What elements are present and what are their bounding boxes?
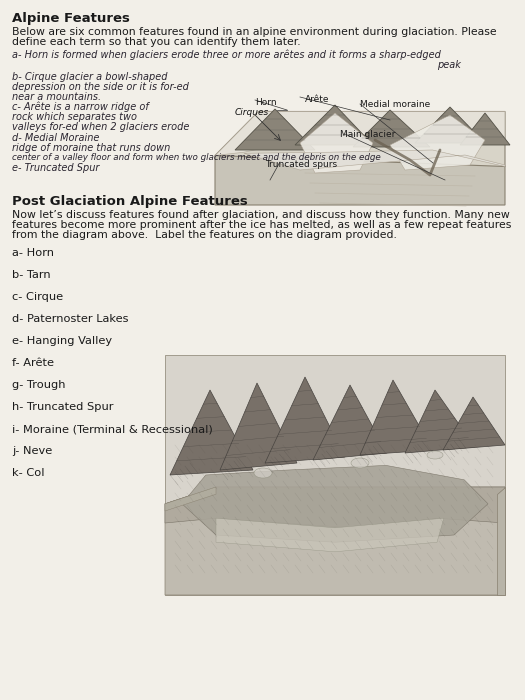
Text: Medial moraine: Medial moraine <box>360 100 430 109</box>
Polygon shape <box>405 390 475 453</box>
Polygon shape <box>415 107 485 143</box>
Text: peak: peak <box>437 60 461 70</box>
Polygon shape <box>353 110 430 147</box>
Text: a- Horn is formed when glaciers erode three or more arêtes and it forms a sharp-: a- Horn is formed when glaciers erode th… <box>12 50 441 60</box>
Polygon shape <box>265 377 345 463</box>
Text: c- Cirque: c- Cirque <box>12 292 63 302</box>
Ellipse shape <box>427 451 443 459</box>
Text: rock which separates two: rock which separates two <box>12 112 137 122</box>
Text: Post Glaciation Alpine Features: Post Glaciation Alpine Features <box>12 195 248 208</box>
Text: center of a valley floor and form when two glaciers meet and the debris on the e: center of a valley floor and form when t… <box>12 153 381 162</box>
Polygon shape <box>390 115 485 170</box>
Text: Main glacier: Main glacier <box>340 130 395 139</box>
Polygon shape <box>295 105 373 145</box>
Polygon shape <box>215 111 505 155</box>
Polygon shape <box>235 109 315 150</box>
Polygon shape <box>170 390 253 475</box>
Text: near a mountains.: near a mountains. <box>12 92 101 102</box>
Text: b- Cirque glacier a bowl-shaped: b- Cirque glacier a bowl-shaped <box>12 72 167 82</box>
Polygon shape <box>220 383 297 470</box>
Text: Truncated spurs: Truncated spurs <box>265 160 337 169</box>
Text: Arête: Arête <box>305 95 330 104</box>
Text: i- Moraine (Terminal & Recessional): i- Moraine (Terminal & Recessional) <box>12 424 213 434</box>
Text: Alpine Features: Alpine Features <box>12 12 130 25</box>
Text: ridge of moraine that runs down: ridge of moraine that runs down <box>12 143 170 153</box>
Polygon shape <box>182 466 488 542</box>
Text: g- Trough: g- Trough <box>12 380 66 390</box>
Ellipse shape <box>351 458 369 468</box>
Text: c- Arête is a narrow ridge of: c- Arête is a narrow ridge of <box>12 102 149 113</box>
Text: e- Truncated Spur: e- Truncated Spur <box>12 163 99 173</box>
Text: k- Col: k- Col <box>12 468 45 478</box>
Ellipse shape <box>254 468 272 478</box>
Text: h- Truncated Spur: h- Truncated Spur <box>12 402 113 412</box>
Text: d- Medial Moraine: d- Medial Moraine <box>12 133 99 143</box>
Text: valleys for-ed when 2 glaciers erode: valleys for-ed when 2 glaciers erode <box>12 122 190 132</box>
Text: define each term so that you can identify them later.: define each term so that you can identif… <box>12 37 301 47</box>
Polygon shape <box>165 487 216 511</box>
Polygon shape <box>460 113 510 145</box>
Polygon shape <box>244 150 505 170</box>
Text: depression on the side or it is for-ed: depression on the side or it is for-ed <box>12 82 189 92</box>
Polygon shape <box>443 397 505 450</box>
Polygon shape <box>215 155 505 205</box>
Text: Below are six common features found in an alpine environment during glaciation. : Below are six common features found in a… <box>12 27 497 37</box>
Bar <box>165 355 505 595</box>
Polygon shape <box>313 385 387 460</box>
Text: b- Tarn: b- Tarn <box>12 270 50 280</box>
Text: a- Horn: a- Horn <box>12 248 54 258</box>
Text: Now let’s discuss features found after glaciation, and discuss how they function: Now let’s discuss features found after g… <box>12 210 510 220</box>
Polygon shape <box>165 487 505 595</box>
Text: d- Paternoster Lakes: d- Paternoster Lakes <box>12 314 129 324</box>
Polygon shape <box>497 487 505 595</box>
Text: from the diagram above.  Label the features on the diagram provided.: from the diagram above. Label the featur… <box>12 230 397 240</box>
Polygon shape <box>300 113 373 173</box>
Polygon shape <box>360 380 433 455</box>
Text: Horn: Horn <box>255 98 277 107</box>
Text: Cirques: Cirques <box>235 108 269 117</box>
Text: e- Hanging Valley: e- Hanging Valley <box>12 336 112 346</box>
Text: f- Arête: f- Arête <box>12 358 54 368</box>
Text: features become more prominent after the ice has melted, as well as a few repeat: features become more prominent after the… <box>12 220 511 230</box>
Polygon shape <box>216 518 444 552</box>
Polygon shape <box>165 487 505 528</box>
Text: j- Neve: j- Neve <box>12 446 52 456</box>
Polygon shape <box>215 111 505 167</box>
